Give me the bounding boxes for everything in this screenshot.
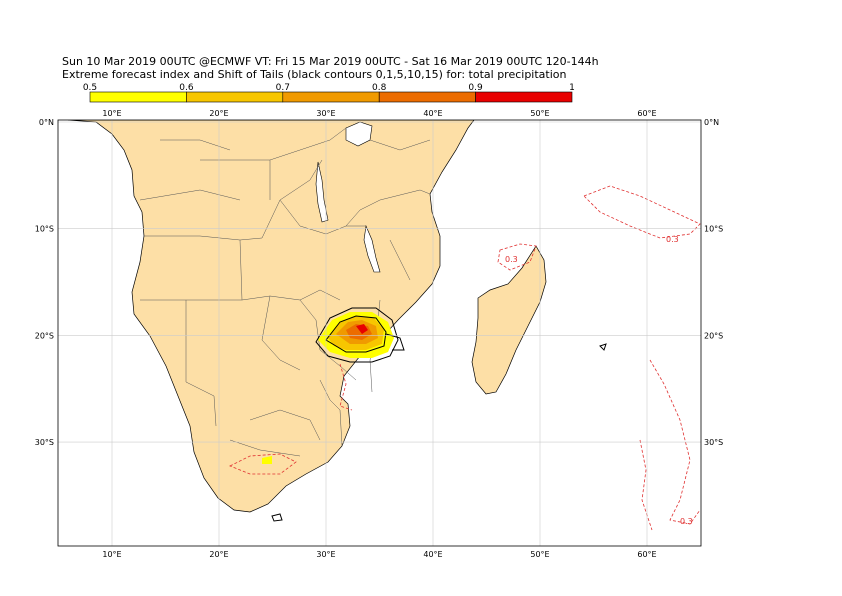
bottom-lon-label: 20°E bbox=[209, 550, 228, 559]
left-lat-label: 0°N bbox=[39, 118, 54, 127]
bottom-lon-label: 60°E bbox=[637, 550, 656, 559]
colorbar-tick-label: 0.6 bbox=[179, 83, 194, 93]
map-subtitle: Extreme forecast index and Shift of Tail… bbox=[62, 68, 567, 81]
top-lon-label: 40°E bbox=[423, 109, 442, 118]
bottom-lon-label: 40°E bbox=[423, 550, 442, 559]
country-borders bbox=[139, 127, 431, 457]
top-lon-label: 50°E bbox=[530, 109, 549, 118]
colorbar-tick-label: 0.8 bbox=[372, 83, 387, 93]
contour-label-3: 0.3 bbox=[680, 517, 693, 526]
sot-contours bbox=[271, 307, 607, 522]
axis-labels: 10°E 20°E 30°E 40°E 50°E 60°E 10°E 20°E 30°E 40°E… bbox=[35, 109, 724, 559]
colorbar-tick-label: 1 bbox=[569, 83, 575, 93]
colorbar-tick-label: 0.5 bbox=[83, 83, 97, 93]
right-lat-label: 0°N bbox=[704, 118, 719, 127]
map-title: Sun 10 Mar 2019 00UTC @ECMWF VT: Fri 15 … bbox=[62, 55, 599, 68]
left-lat-label: 30°S bbox=[35, 438, 54, 447]
colorbar-tick-label: 0.7 bbox=[276, 83, 290, 93]
left-lat-label: 10°S bbox=[35, 225, 54, 234]
lake-tanganyika bbox=[315, 161, 329, 223]
colorbar-tick-label: 0.9 bbox=[468, 83, 483, 93]
bottom-lon-label: 10°E bbox=[102, 550, 121, 559]
map-frame bbox=[57, 119, 702, 547]
graticule bbox=[58, 120, 701, 546]
top-lon-label: 60°E bbox=[637, 109, 656, 118]
left-lat-label: 20°S bbox=[35, 331, 54, 340]
right-lat-label: 20°S bbox=[704, 331, 723, 340]
madagascar bbox=[471, 245, 547, 395]
contour-label-2: 0.3 bbox=[505, 255, 518, 264]
bottom-lon-label: 50°E bbox=[530, 550, 549, 559]
bottom-lon-label: 30°E bbox=[316, 550, 335, 559]
right-lat-label: 30°S bbox=[704, 438, 723, 447]
top-lon-label: 20°E bbox=[209, 109, 228, 118]
colorbar-segment bbox=[475, 91, 573, 103]
top-lon-label: 10°E bbox=[102, 109, 121, 118]
top-lon-label: 30°E bbox=[316, 109, 335, 118]
contour-label-1: 0.3 bbox=[666, 235, 679, 244]
lake-malawi bbox=[363, 224, 381, 273]
right-lat-label: 10°S bbox=[704, 225, 723, 234]
efi-colorbar: 0.5 0.6 0.7 0.8 0.9 1 bbox=[83, 83, 575, 103]
